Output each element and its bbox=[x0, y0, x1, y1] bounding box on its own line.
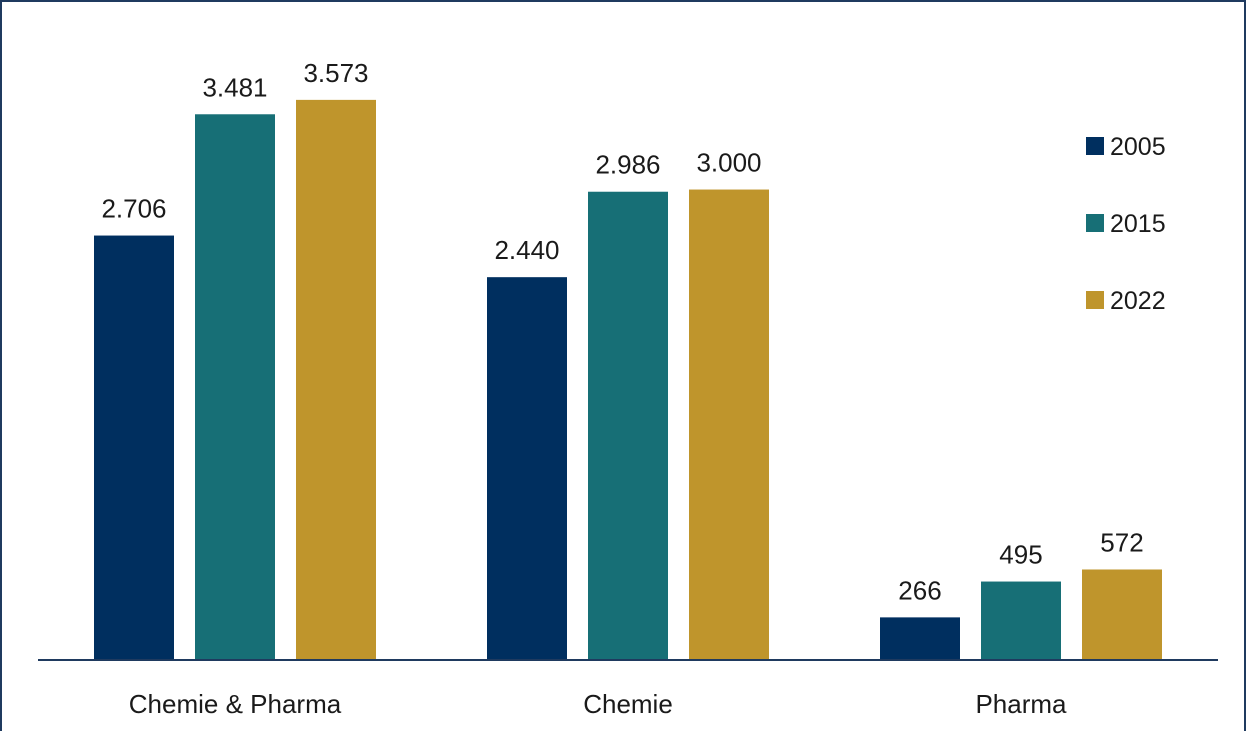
value-label: 266 bbox=[898, 575, 941, 605]
value-label: 3.000 bbox=[696, 148, 761, 178]
category-label: Chemie bbox=[583, 689, 673, 719]
value-label: 2.706 bbox=[101, 194, 166, 224]
value-label: 3.573 bbox=[303, 58, 368, 88]
category-label: Chemie & Pharma bbox=[129, 689, 342, 719]
legend-label-2015: 2015 bbox=[1110, 210, 1166, 238]
value-label: 3.481 bbox=[202, 72, 267, 102]
value-labels-group: 2.706 3.481 3.573 2.440 2.986 3.000 266 495 572 bbox=[101, 58, 1143, 606]
value-label: 495 bbox=[999, 540, 1042, 570]
legend: 2005 2015 2022 bbox=[1086, 133, 1166, 315]
legend-label-2005: 2005 bbox=[1110, 133, 1166, 161]
bar-2015-chemie bbox=[588, 191, 668, 659]
bar-2022-pharma bbox=[1082, 569, 1162, 659]
value-label: 572 bbox=[1100, 527, 1143, 557]
bar-2022-chemie bbox=[689, 189, 769, 660]
legend-label-2022: 2022 bbox=[1110, 287, 1166, 315]
bars-group bbox=[94, 99, 1162, 660]
value-label: 2.986 bbox=[595, 150, 660, 180]
legend-swatch-2005 bbox=[1086, 137, 1104, 155]
bar-2015-pharma bbox=[981, 581, 1061, 659]
bar-2005-pharma bbox=[880, 617, 960, 659]
bar-2022-chemie-pharma bbox=[296, 99, 376, 660]
bar-2005-chemie-pharma bbox=[94, 235, 174, 660]
bar-2015-chemie-pharma bbox=[195, 114, 275, 660]
category-label: Pharma bbox=[975, 689, 1067, 719]
legend-swatch-2022 bbox=[1086, 291, 1104, 309]
category-labels-group: Chemie & Pharma Chemie Pharma bbox=[129, 689, 1067, 719]
value-label: 2.440 bbox=[494, 235, 559, 265]
legend-swatch-2015 bbox=[1086, 214, 1104, 232]
bar-2005-chemie bbox=[487, 277, 567, 659]
